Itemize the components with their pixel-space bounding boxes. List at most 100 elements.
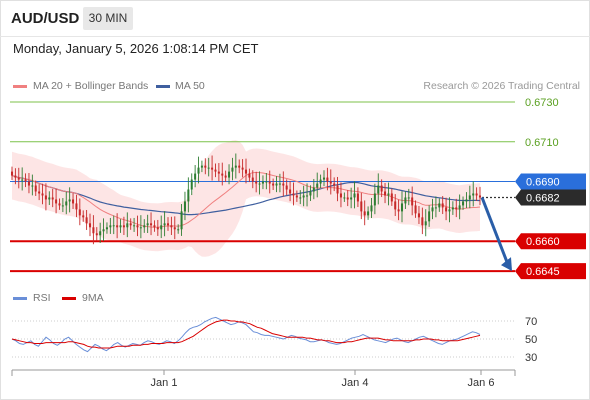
ma20-legend-swatch: [13, 85, 27, 88]
candle-body: [380, 185, 383, 192]
candle-body: [312, 187, 315, 192]
candle-body: [353, 193, 356, 198]
candle-body: [295, 195, 298, 198]
candle-body: [350, 197, 353, 200]
candle-body: [17, 177, 20, 180]
candle-body: [282, 183, 285, 186]
rsi-pane: 70 50 30: [11, 316, 537, 364]
candle-body: [390, 193, 393, 202]
candle-body: [309, 191, 312, 196]
rsi-ma-line: [11, 319, 481, 349]
ma50-legend-swatch: [156, 85, 170, 88]
candle-body: [302, 195, 305, 198]
candle-body: [448, 209, 451, 212]
candle-body: [445, 207, 448, 212]
candle-body: [38, 191, 41, 194]
candle-body: [102, 229, 105, 232]
candle-body: [438, 203, 441, 208]
candle-body: [211, 167, 214, 170]
timeframe-button[interactable]: 30 MIN: [83, 7, 133, 30]
datetime-label: Monday, January 5, 2026 1:08:14 PM CET: [13, 41, 259, 56]
candle-body: [278, 183, 281, 185]
candle-body: [55, 199, 58, 204]
candle-body: [170, 225, 173, 228]
candle-body: [150, 223, 153, 226]
price-levels: 0.6730 0.6710 0.6690 0.6660 0.6645: [10, 97, 586, 280]
candle-body: [255, 181, 258, 184]
rsi-tick-50: 50: [525, 334, 537, 346]
candle-body: [377, 185, 380, 194]
candle-body: [14, 175, 17, 178]
candle-body: [21, 179, 24, 181]
candle-body: [268, 181, 271, 184]
candles: [10, 153, 482, 245]
candle-body: [465, 199, 468, 202]
candle-body: [160, 225, 163, 230]
candle-body: [289, 189, 292, 194]
candle-body: [177, 229, 180, 231]
candle-body: [214, 169, 217, 172]
candle-body: [322, 177, 326, 180]
candle-body: [261, 181, 264, 184]
candle-body: [231, 167, 234, 172]
candle-body: [92, 227, 95, 234]
candle-body: [417, 213, 420, 218]
candle-body: [122, 225, 125, 228]
research-credit: Research © 2026 Trading Central: [423, 80, 580, 92]
candle-body: [244, 169, 248, 174]
candle-body: [48, 197, 51, 200]
candle-body: [163, 223, 166, 226]
candle-body: [156, 227, 159, 230]
candle-body: [404, 197, 407, 204]
candle-body: [468, 195, 471, 200]
candle-body: [136, 225, 139, 228]
candle-body: [72, 199, 75, 204]
candle-body: [10, 171, 14, 176]
current-price-tag: [515, 189, 586, 206]
candle-body: [421, 217, 424, 226]
candle-body: [65, 201, 68, 206]
candle-body: [339, 193, 342, 198]
candle-body: [292, 193, 295, 196]
candle-body: [194, 173, 197, 180]
candle-body: [394, 201, 397, 210]
level-label-0.6690: 0.6690: [526, 177, 560, 189]
candle-body: [478, 195, 482, 198]
candle-body: [333, 183, 336, 186]
candle-body: [434, 207, 437, 209]
candle-body: [88, 223, 92, 228]
candle-body: [462, 201, 465, 206]
symbol-title: AUD/USD: [11, 10, 80, 27]
current-price-label: 0.6682: [526, 192, 560, 204]
candle-body: [126, 223, 129, 228]
candle-body: [370, 205, 373, 212]
level-label-0.6710: 0.6710: [525, 137, 559, 149]
level-label-0.6645: 0.6645: [526, 266, 560, 278]
candle-body: [200, 165, 203, 168]
candle-body: [68, 199, 71, 202]
candle-body: [44, 195, 47, 200]
candle-body: [217, 171, 220, 174]
candle-body: [51, 197, 54, 200]
candle-body: [407, 197, 410, 199]
candle-body: [428, 211, 431, 222]
candle-body: [285, 185, 288, 190]
candle-body: [343, 197, 346, 199]
candle-body: [153, 225, 156, 228]
candle-body: [173, 227, 176, 230]
candle-body: [116, 225, 119, 228]
candle-body: [204, 165, 207, 168]
candle-body: [228, 171, 231, 178]
rsi-ma-legend-swatch: [62, 297, 76, 300]
candle-body: [58, 203, 61, 206]
candle-body: [373, 193, 376, 206]
candle-body: [180, 211, 183, 230]
candle-body: [183, 201, 186, 212]
time-tick-label: Jan 6: [468, 377, 495, 389]
candle-body: [234, 165, 237, 168]
candle-body: [326, 177, 329, 182]
candle-body: [95, 233, 98, 236]
candle-body: [197, 167, 200, 174]
candle-body: [85, 217, 88, 224]
candle-body: [475, 193, 478, 196]
